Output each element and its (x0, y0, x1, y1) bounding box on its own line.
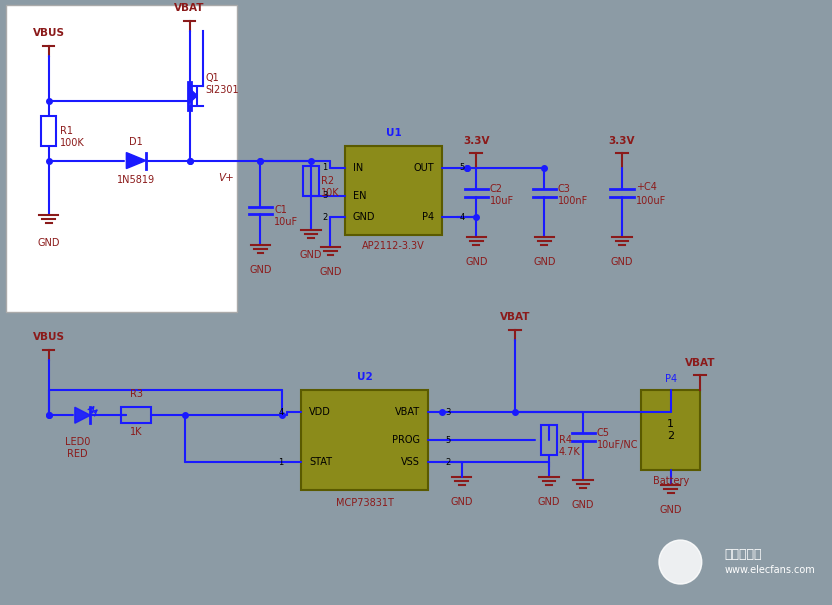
Bar (303, 166, 319, 195)
Text: 3: 3 (445, 408, 451, 417)
Text: 100uF: 100uF (636, 195, 666, 206)
Text: P4: P4 (423, 212, 434, 223)
Text: PROG: PROG (392, 435, 420, 445)
Text: 2: 2 (322, 213, 328, 222)
Text: 电子发烧友: 电子发烧友 (724, 548, 761, 561)
Text: 3: 3 (322, 191, 328, 200)
Text: Q1: Q1 (205, 73, 219, 83)
Text: V+: V+ (218, 172, 235, 183)
Text: 5: 5 (445, 436, 450, 445)
Text: 1: 1 (667, 419, 674, 429)
Text: VSS: VSS (401, 457, 420, 467)
Text: GND: GND (611, 258, 633, 267)
Text: 2: 2 (667, 431, 674, 441)
Text: VBAT: VBAT (500, 312, 530, 322)
Bar (121, 407, 151, 423)
Bar (345, 146, 443, 235)
Text: www.elecfans.com: www.elecfans.com (724, 565, 815, 575)
Text: C1: C1 (274, 206, 287, 215)
Text: 3.3V: 3.3V (609, 136, 636, 146)
Text: VBAT: VBAT (394, 407, 420, 417)
Text: C3: C3 (558, 183, 571, 194)
Text: 100nF: 100nF (558, 195, 588, 206)
Text: GND: GND (300, 250, 322, 260)
Text: IN: IN (353, 163, 363, 172)
Text: 10uF/NC: 10uF/NC (597, 440, 638, 450)
Text: GND: GND (660, 505, 682, 515)
Text: MCP73831T: MCP73831T (335, 498, 394, 508)
Text: 100K: 100K (60, 137, 85, 148)
Bar (542, 425, 557, 455)
Circle shape (659, 540, 701, 584)
Text: 4.7K: 4.7K (559, 447, 581, 457)
Text: GND: GND (37, 238, 60, 249)
Text: LED0: LED0 (65, 437, 91, 447)
Bar (6, 5, 237, 312)
Polygon shape (126, 152, 146, 169)
Text: VBUS: VBUS (32, 28, 65, 38)
Text: VDD: VDD (309, 407, 331, 417)
Text: SI2301: SI2301 (205, 85, 239, 94)
Text: VBUS: VBUS (32, 332, 65, 342)
Text: STAT: STAT (309, 457, 332, 467)
Text: C2: C2 (490, 183, 503, 194)
Text: C5: C5 (597, 428, 610, 438)
Text: GND: GND (572, 500, 594, 510)
Text: GND: GND (250, 266, 272, 275)
Text: GND: GND (465, 258, 488, 267)
Text: 10uF: 10uF (490, 195, 514, 206)
Text: R1: R1 (60, 126, 73, 136)
Text: R4: R4 (559, 435, 572, 445)
Bar (41, 116, 57, 146)
Bar (641, 390, 700, 470)
Text: U1: U1 (386, 128, 402, 137)
Text: R3: R3 (130, 389, 142, 399)
Text: GND: GND (450, 497, 473, 507)
Text: 3.3V: 3.3V (463, 136, 489, 146)
Text: R2: R2 (321, 175, 334, 186)
Text: P4: P4 (665, 374, 676, 384)
Polygon shape (189, 88, 197, 103)
Text: 1: 1 (322, 163, 328, 172)
Text: 1N5819: 1N5819 (117, 174, 155, 185)
Text: 4: 4 (279, 408, 284, 417)
Text: VBAT: VBAT (685, 358, 715, 368)
Text: +C4: +C4 (636, 182, 656, 192)
Text: EN: EN (353, 191, 366, 200)
Text: GND: GND (353, 212, 375, 223)
Text: 5: 5 (460, 163, 465, 172)
Text: OUT: OUT (414, 163, 434, 172)
Text: 1K: 1K (130, 427, 142, 437)
Text: GND: GND (533, 258, 556, 267)
Text: AP2112-3.3V: AP2112-3.3V (362, 241, 425, 252)
Text: 10K: 10K (321, 188, 339, 197)
Text: 4: 4 (460, 213, 465, 222)
Text: 10uF: 10uF (274, 217, 298, 227)
Text: 1: 1 (279, 457, 284, 466)
Bar (301, 390, 428, 490)
Text: U2: U2 (357, 372, 373, 382)
Text: RED: RED (67, 449, 88, 459)
Text: 2: 2 (445, 457, 450, 466)
Text: VBAT: VBAT (174, 3, 205, 13)
Text: Battery: Battery (652, 476, 689, 486)
Polygon shape (75, 407, 91, 423)
Text: D1: D1 (129, 137, 143, 146)
Text: GND: GND (538, 497, 561, 507)
Text: GND: GND (319, 267, 342, 278)
